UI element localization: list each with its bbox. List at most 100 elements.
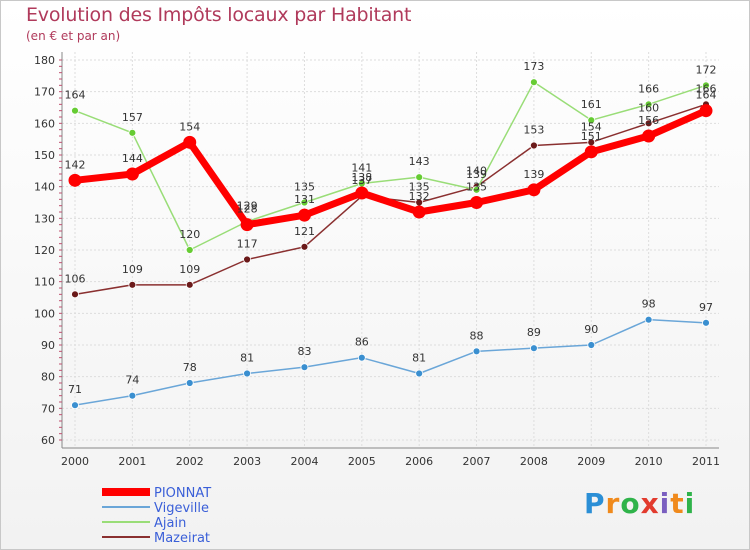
legend-label-pionnat: PIONNAT xyxy=(154,486,211,501)
series-line-pionnat xyxy=(71,107,710,229)
data-label-pionnat: 151 xyxy=(581,130,602,143)
data-point-vigeville xyxy=(530,344,538,353)
data-point-ajain xyxy=(128,128,137,137)
data-label-ajain: 172 xyxy=(696,63,717,76)
legend-label-ajain: Ajain xyxy=(154,516,186,531)
y-tick-label: 140 xyxy=(34,181,55,194)
data-label-vigeville: 78 xyxy=(183,361,197,374)
data-point-vigeville xyxy=(243,369,251,378)
data-label-mazeirat: 140 xyxy=(466,165,487,178)
y-tick-label: 60 xyxy=(41,434,55,447)
data-point-mazeirat xyxy=(644,119,653,128)
series-line-ajain xyxy=(74,81,707,251)
y-tick-label: 80 xyxy=(41,371,55,384)
data-label-pionnat: 135 xyxy=(466,181,487,194)
x-tick-label: 2009 xyxy=(577,455,605,468)
data-label-ajain: 139 xyxy=(466,168,487,181)
x-tick-label: 2007 xyxy=(463,455,491,468)
data-label-vigeville: 81 xyxy=(412,352,426,365)
logo-letter: r xyxy=(605,487,621,520)
data-point-ajain xyxy=(415,173,424,182)
data-point-mazeirat xyxy=(530,141,538,150)
y-tick-label: 150 xyxy=(34,149,55,162)
data-point-vigeville xyxy=(185,379,194,387)
data-point-ajain xyxy=(702,81,710,90)
data-point-vigeville xyxy=(702,318,710,327)
data-point-vigeville xyxy=(357,353,366,362)
y-tick-label: 110 xyxy=(34,276,55,289)
data-point-pionnat xyxy=(240,218,254,232)
data-label-pionnat: 138 xyxy=(351,171,372,184)
data-label-pionnat: 132 xyxy=(409,190,430,203)
data-point-ajain xyxy=(185,246,194,254)
x-tick-label: 2010 xyxy=(635,455,663,468)
y-tick-label: 100 xyxy=(34,307,55,320)
data-point-pionnat xyxy=(527,183,541,197)
data-label-pionnat: 128 xyxy=(237,203,258,216)
data-label-ajain: 161 xyxy=(581,98,602,111)
data-point-pionnat xyxy=(68,173,82,187)
logo-letter: x xyxy=(640,487,660,520)
data-label-mazeirat: 153 xyxy=(523,124,544,137)
data-label-vigeville: 81 xyxy=(240,352,254,365)
data-label-mazeirat: 106 xyxy=(65,272,86,285)
data-label-ajain: 173 xyxy=(523,60,544,73)
data-point-pionnat xyxy=(183,135,197,149)
data-point-pionnat xyxy=(412,205,426,219)
data-label-vigeville: 90 xyxy=(584,323,598,336)
data-label-mazeirat: 117 xyxy=(237,238,258,251)
x-tick-label: 2002 xyxy=(176,455,204,468)
legend-label-mazeirat: Mazeirat xyxy=(154,531,210,546)
data-point-mazeirat xyxy=(300,242,309,251)
data-label-vigeville: 74 xyxy=(125,374,139,387)
data-point-ajain xyxy=(644,100,653,109)
x-tick-label: 2011 xyxy=(692,455,720,468)
data-label-mazeirat: 154 xyxy=(581,120,602,133)
data-label-ajain: 129 xyxy=(237,200,258,213)
x-tick-label: 2003 xyxy=(233,455,261,468)
x-tick-label: 2008 xyxy=(520,455,548,468)
data-label-pionnat: 154 xyxy=(179,120,200,133)
data-point-pionnat xyxy=(355,186,369,200)
data-label-vigeville: 83 xyxy=(297,345,311,358)
data-point-vigeville xyxy=(644,315,653,324)
chart-title: Evolution des Impôts locaux par Habitant xyxy=(26,4,412,26)
data-label-pionnat: 144 xyxy=(122,152,143,165)
x-tick-label: 2005 xyxy=(348,455,376,468)
data-point-ajain xyxy=(530,78,538,87)
y-tick-label: 70 xyxy=(41,402,55,415)
data-point-pionnat xyxy=(699,104,713,118)
data-label-mazeirat: 135 xyxy=(409,181,430,194)
logo-letter: o xyxy=(620,487,641,520)
data-point-pionnat xyxy=(470,196,484,209)
data-point-vigeville xyxy=(415,369,424,378)
data-point-vigeville xyxy=(128,391,137,400)
data-label-mazeirat: 166 xyxy=(696,82,717,95)
data-point-vigeville xyxy=(71,401,79,410)
data-label-ajain: 166 xyxy=(638,82,659,95)
data-point-vigeville xyxy=(300,363,309,372)
legend-label-vigeville: Vigeville xyxy=(154,501,209,516)
data-point-ajain xyxy=(587,116,596,125)
x-tick-label: 2006 xyxy=(405,455,433,468)
data-label-pionnat: 156 xyxy=(638,114,659,127)
logo-letter: t xyxy=(670,487,685,520)
data-label-ajain: 120 xyxy=(179,228,200,241)
data-label-ajain: 164 xyxy=(65,89,86,102)
data-label-mazeirat: 137 xyxy=(351,174,372,187)
x-tick-label: 2004 xyxy=(290,455,318,468)
data-label-vigeville: 89 xyxy=(527,326,541,339)
y-tick-label: 170 xyxy=(34,86,55,99)
data-label-vigeville: 98 xyxy=(642,298,656,311)
x-tick-label: 2000 xyxy=(61,455,89,468)
data-point-pionnat xyxy=(584,145,598,159)
data-point-ajain xyxy=(472,185,481,194)
data-label-ajain: 143 xyxy=(409,155,430,168)
logo-letter: P xyxy=(584,487,606,520)
data-label-ajain: 141 xyxy=(351,162,372,175)
y-tick-label: 90 xyxy=(41,339,55,352)
data-label-pionnat: 164 xyxy=(696,89,717,102)
data-point-vigeville xyxy=(472,347,481,356)
series-line-vigeville xyxy=(74,318,707,406)
data-label-pionnat: 142 xyxy=(65,158,86,171)
